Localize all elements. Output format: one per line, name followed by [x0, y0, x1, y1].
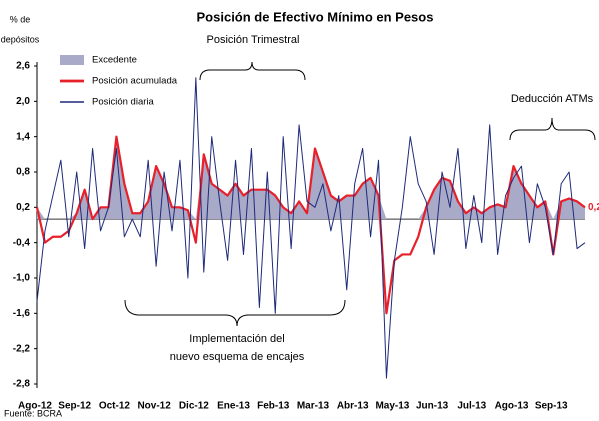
- x-tick-label: May-13: [375, 401, 409, 412]
- x-tick-label: Ene-13: [217, 401, 250, 412]
- y-tick-label: 1,4: [16, 131, 30, 142]
- annotation: Posición Trimestral: [207, 34, 300, 46]
- y-axis-label: % de: [10, 14, 31, 24]
- line: [35, 135, 586, 315]
- y-tick-label: 2,0: [16, 96, 30, 107]
- brace: [199, 61, 306, 81]
- value-label: 0,2: [588, 202, 599, 213]
- line: [36, 77, 586, 379]
- y-tick-label: -1,6: [13, 308, 31, 319]
- x-tick-label: Ago-13: [495, 401, 529, 412]
- y-tick-label: -2,2: [13, 343, 31, 354]
- source: Fuente: BCRA: [4, 408, 62, 418]
- y-tick-label: 0,8: [16, 167, 30, 178]
- x-tick-label: Oct-12: [99, 401, 131, 412]
- legend-swatch: [60, 55, 84, 65]
- x-tick-label: Jun-13: [416, 401, 449, 412]
- x-tick-label: Nov-12: [137, 401, 171, 412]
- y-tick-label: -1,0: [13, 273, 31, 284]
- chart-title: Posición de Efectivo Mínimo en Pesos: [197, 9, 434, 24]
- legend-label: Posición diaria: [92, 97, 154, 108]
- y-tick-label: 2,6: [16, 61, 30, 72]
- x-tick-label: Dic-12: [179, 401, 209, 412]
- x-tick-label: Sep-13: [535, 401, 568, 412]
- legend-label: Excedente: [92, 55, 137, 66]
- legend-label: Posición acumulada: [92, 76, 178, 87]
- y-tick-label: -2,8: [13, 379, 31, 390]
- x-tick-label: Ago-12: [18, 401, 52, 412]
- x-tick-label: Jul-13: [457, 401, 486, 412]
- x-tick-label: Abr-13: [337, 401, 369, 412]
- y-axis-label: depósitos: [1, 34, 40, 44]
- annotation: Implementación del: [189, 333, 284, 345]
- annotation: Deducción ATMs: [511, 93, 594, 105]
- x-tick-label: Feb-13: [257, 401, 290, 412]
- x-tick-label: Sep-12: [58, 401, 91, 412]
- y-tick-label: -0,4: [13, 237, 31, 248]
- brace: [509, 117, 596, 141]
- x-tick-label: Mar-13: [297, 401, 330, 412]
- annotation: nuevo esquema de encajes: [170, 351, 305, 363]
- y-tick-label: 0,2: [16, 202, 30, 213]
- brace: [124, 299, 346, 327]
